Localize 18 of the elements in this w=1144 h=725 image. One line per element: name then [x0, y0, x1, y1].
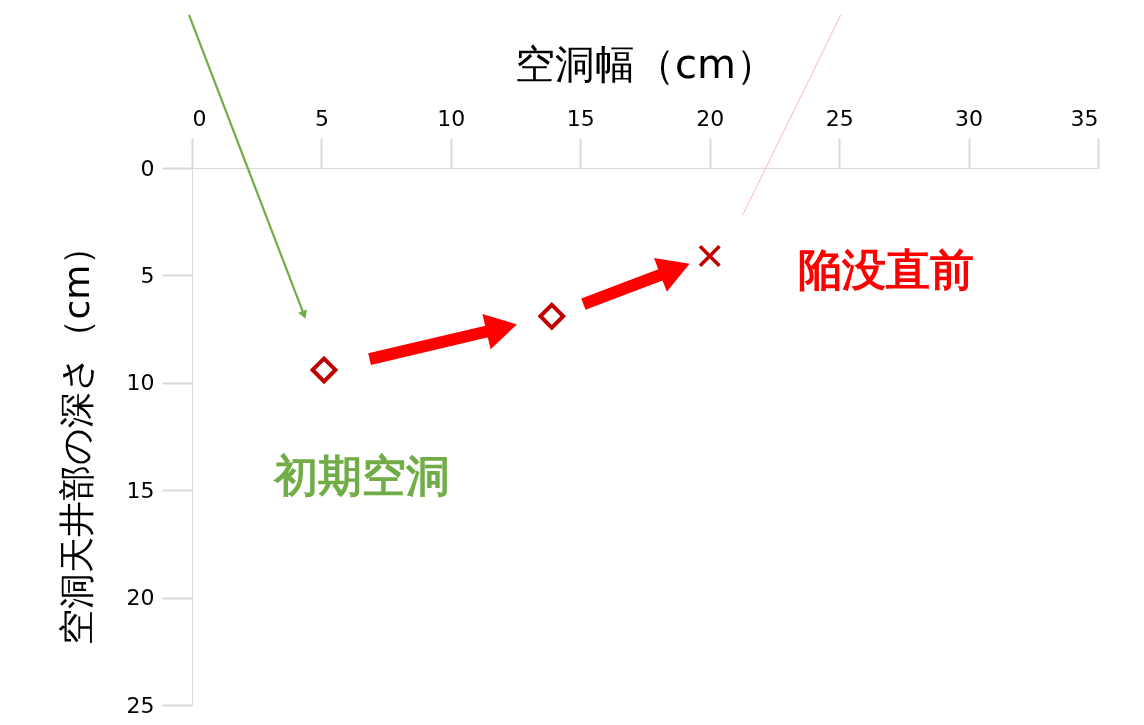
- annotation: 初期空洞: [272, 449, 451, 501]
- x-tick-label: 20: [696, 105, 725, 131]
- y-tick-label: 25: [126, 692, 155, 718]
- x-tick-label: 35: [1070, 105, 1099, 131]
- y-tick-label: 15: [126, 477, 155, 503]
- y-tick-label: 5: [140, 262, 155, 288]
- x-tick-label: 5: [314, 105, 329, 131]
- x-tick-label: 30: [955, 105, 984, 131]
- y-tick-label: 0: [140, 155, 155, 181]
- x-tick-label: 25: [825, 105, 854, 131]
- x-tick-label: 0: [192, 105, 207, 131]
- x-axis-title: 空洞幅（cm）: [515, 40, 776, 87]
- y-axis-title: 空洞天井部の深さ（cm）: [55, 228, 97, 646]
- y-tick-label: 10: [126, 370, 155, 396]
- x-tick-label: 15: [566, 105, 595, 131]
- annotation: 陥没直前: [797, 244, 974, 296]
- x-tick-label: 10: [437, 105, 466, 131]
- y-tick-label: 20: [126, 585, 155, 611]
